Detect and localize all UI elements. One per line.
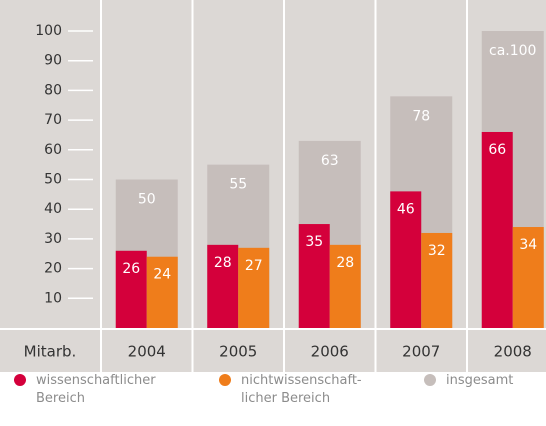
y-tick-label: 70 <box>44 112 62 128</box>
legend-line: licher Bereich <box>241 391 330 406</box>
bar <box>390 191 422 328</box>
bar <box>329 244 361 328</box>
bar <box>238 247 270 328</box>
value-label: 55 <box>229 177 247 193</box>
value-label: 66 <box>488 142 506 158</box>
legend-marker <box>14 374 26 386</box>
value-label: 28 <box>336 255 354 271</box>
legend-item: wissenschaftlicher Bereich <box>14 373 156 406</box>
value-label: 24 <box>153 267 171 283</box>
bar <box>512 227 544 328</box>
plot-background <box>0 0 546 372</box>
bar <box>421 232 453 328</box>
x-tick-label: 2007 <box>402 343 440 361</box>
legend-line: insgesamt <box>446 373 513 388</box>
y-tick-label: 100 <box>35 23 62 39</box>
y-tick-label: 20 <box>44 261 62 277</box>
legend-marker <box>424 374 436 386</box>
bar <box>207 244 239 328</box>
value-label: ca.100 <box>489 43 536 59</box>
y-tick-label: 50 <box>44 172 62 188</box>
x-tick-label: 2004 <box>128 343 166 361</box>
value-label: 34 <box>519 237 537 253</box>
y-tick-label: 80 <box>44 82 62 98</box>
x-tick-label: 2008 <box>494 343 532 361</box>
y-tick-label: 40 <box>44 201 62 217</box>
bar <box>481 131 513 328</box>
y-tick-label: 60 <box>44 142 62 158</box>
value-label: 78 <box>412 108 430 124</box>
value-label: 32 <box>428 243 446 259</box>
legend-label: wissenschaftlicher Bereich <box>36 373 156 406</box>
legend-line: Bereich <box>36 391 85 406</box>
value-label: 26 <box>122 261 140 277</box>
legend-line: wissenschaftlicher <box>36 373 156 388</box>
legend-line: nichtwissenschaft- <box>241 373 362 388</box>
bar <box>298 224 330 328</box>
bar <box>115 250 147 328</box>
value-label: 27 <box>245 258 263 274</box>
legend-item: nichtwissenschaft-licher Bereich <box>219 373 362 406</box>
x-tick-label: 2005 <box>219 343 257 361</box>
legend-label: insgesamt <box>446 373 513 388</box>
y-tick-label: 10 <box>44 290 62 306</box>
legend-item: insgesamt <box>424 373 513 388</box>
value-label: 50 <box>138 192 156 208</box>
bar <box>146 256 178 328</box>
legend-label: nichtwissenschaft-licher Bereich <box>241 373 362 406</box>
x-tick-label: 2006 <box>311 343 349 361</box>
x-axis-label: Mitarb. <box>24 343 77 361</box>
value-label: 28 <box>214 255 232 271</box>
legend-marker <box>219 374 231 386</box>
value-label: 46 <box>397 201 415 217</box>
value-label: 63 <box>321 153 339 169</box>
y-tick-label: 90 <box>44 53 62 69</box>
y-tick-label: 30 <box>44 231 62 247</box>
value-label: 35 <box>305 234 323 250</box>
